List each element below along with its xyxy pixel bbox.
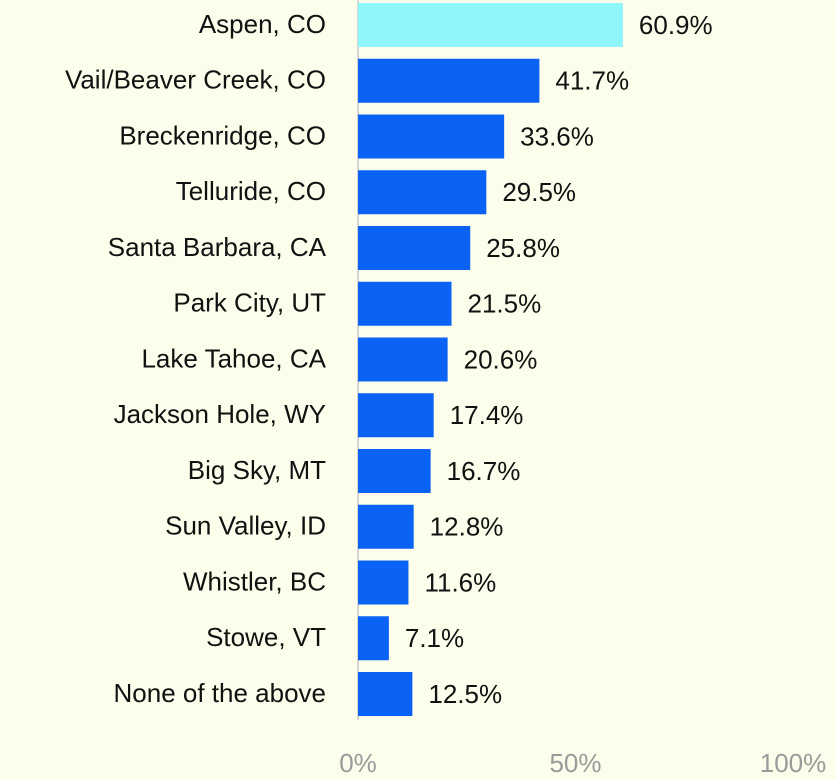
category-label: Santa Barbara, CA	[108, 232, 327, 262]
bar	[358, 504, 414, 549]
category-label: Stowe, VT	[206, 622, 326, 652]
category-label: Lake Tahoe, CA	[141, 343, 326, 373]
bar	[358, 560, 409, 605]
bar	[358, 281, 452, 326]
value-label: 16.7%	[447, 456, 521, 486]
value-label: 20.6%	[464, 344, 538, 374]
value-label: 60.9%	[639, 10, 713, 40]
bar	[358, 449, 431, 493]
category-label: None of the above	[114, 678, 327, 708]
category-label: Breckenridge, CO	[119, 120, 326, 150]
x-tick-label: 100%	[760, 748, 827, 778]
category-label: Jackson Hole, WY	[114, 399, 326, 429]
category-label: Aspen, CO	[199, 9, 326, 39]
value-label: 11.6%	[424, 567, 496, 597]
value-label: 12.8%	[430, 512, 504, 542]
value-label: 21.5%	[468, 289, 542, 319]
value-label: 25.8%	[486, 233, 560, 263]
bar	[358, 672, 413, 716]
category-label: Big Sky, MT	[188, 455, 326, 485]
bar	[358, 114, 505, 159]
value-label: 7.1%	[405, 623, 464, 653]
category-label: Park City, UT	[173, 288, 326, 318]
category-label: Telluride, CO	[176, 176, 326, 206]
bar	[358, 226, 471, 270]
value-label: 41.7%	[555, 66, 629, 96]
category-label: Sun Valley, ID	[165, 511, 326, 541]
category-label: Vail/Beaver Creek, CO	[65, 65, 326, 95]
x-tick-label: 0%	[339, 748, 377, 778]
bar	[358, 170, 487, 215]
bar	[358, 616, 389, 661]
x-tick-label: 50%	[549, 748, 601, 778]
category-label: Whistler, BC	[183, 566, 326, 596]
value-label: 33.6%	[520, 121, 594, 151]
value-label: 17.4%	[450, 400, 524, 430]
bar	[358, 337, 448, 382]
value-label: 12.5%	[428, 679, 502, 709]
value-label: 29.5%	[502, 177, 576, 207]
bar	[358, 58, 540, 103]
bar	[358, 3, 623, 47]
bar	[358, 393, 434, 438]
